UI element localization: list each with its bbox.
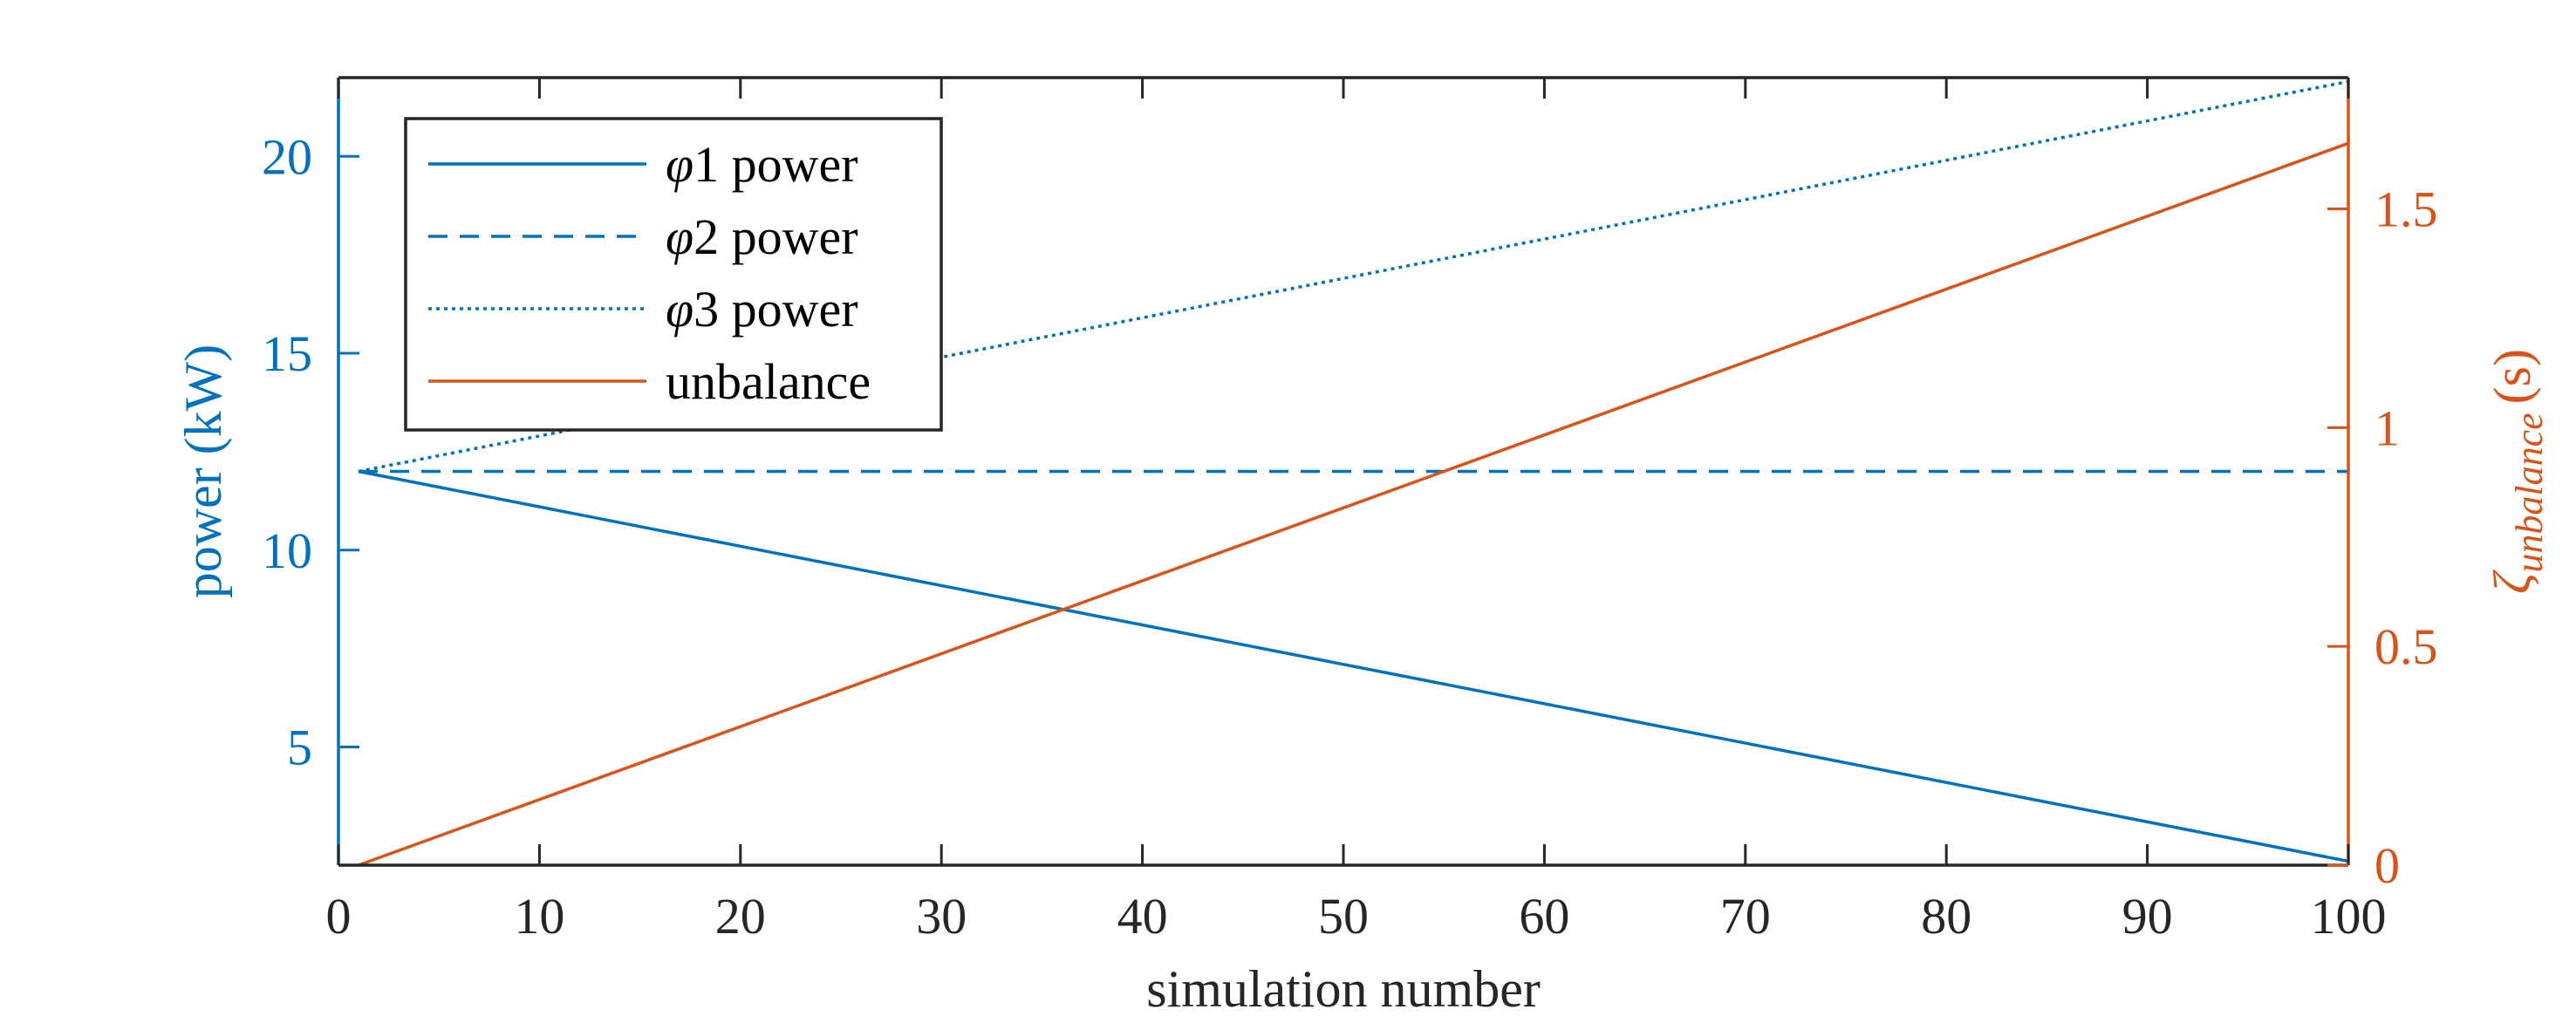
x-axis-label: simulation number [1146,960,1541,1018]
y-left-tick-label: 5 [287,720,312,776]
x-tick-label: 80 [1921,888,1971,945]
legend-box [404,117,943,432]
y-left-tick-label: 15 [262,325,312,382]
legend-label-1: φ1 power [666,136,858,193]
y-left-tick-label: 20 [262,128,312,185]
unbalance-subscript: unbalance [2508,413,2551,572]
x-tick-label: 90 [2122,888,2173,945]
unit-suffix: (s) [2484,349,2541,404]
series-line-1 [358,469,2349,863]
x-tick-label: 100 [2311,888,2387,945]
y-right-tick-label: 0.5 [2374,618,2438,675]
y-left-axis-label: power (kW) [174,344,232,599]
y-left-tick-label: 10 [262,522,312,579]
x-tick-label: 70 [1720,888,1771,945]
x-tick-label: 40 [1117,888,1168,945]
phi-symbol: φ [666,208,694,265]
legend-text: 2 power [694,208,858,265]
x-tick-label: 10 [514,888,564,945]
legend-text: unbalance [666,353,871,410]
legend-text: 3 power [694,281,858,338]
legend-label-3: φ3 power [666,281,858,338]
y-right-tick-label: 1 [2374,399,2400,456]
x-tick-label: 30 [916,888,967,945]
y-right-tick-label: 0 [2374,837,2400,894]
legend-label-2: φ2 power [666,208,858,265]
x-tick-label: 50 [1318,888,1369,945]
y-right-tick-label: 1.5 [2374,181,2438,238]
x-tick-label: 60 [1519,888,1569,945]
zeta-symbol: ζ [2484,570,2541,594]
x-tick-label: 20 [715,888,766,945]
y-right-axis-label: ζunbalance (s) [2484,349,2551,594]
legend-label-4: unbalance [666,353,871,410]
legend-text: 1 power [694,136,858,193]
phi-symbol: φ [666,281,694,338]
phi-symbol: φ [666,136,694,193]
x-tick-label: 0 [326,888,352,945]
series-line-4 [358,141,2349,867]
